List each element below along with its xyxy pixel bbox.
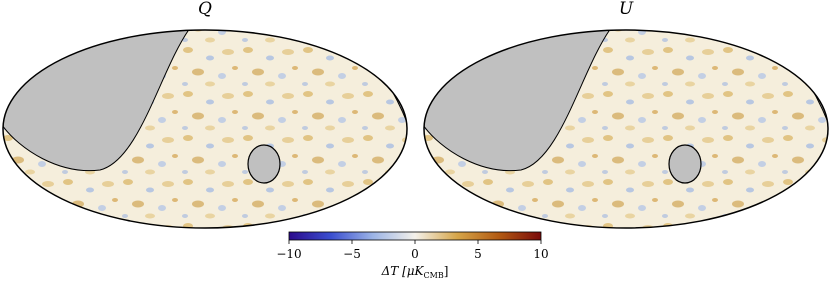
mask-hole bbox=[668, 144, 702, 184]
colorbar-tick-label: 5 bbox=[474, 247, 482, 261]
colorbar bbox=[288, 231, 542, 241]
colorbar-label: ΔT [μKCMB] bbox=[381, 264, 449, 280]
colorbar-tick-label: −10 bbox=[276, 247, 301, 261]
map-outline bbox=[2, 29, 408, 229]
colorbar-tick-label: 0 bbox=[411, 247, 419, 261]
panel-title: Q bbox=[198, 0, 212, 19]
colorbar-tick-label: 10 bbox=[533, 247, 548, 261]
map-outline bbox=[423, 29, 829, 229]
label-close: ] bbox=[444, 264, 449, 278]
mask-hole bbox=[247, 144, 281, 184]
panel-title: U bbox=[619, 0, 634, 19]
label-main: ΔT [μK bbox=[381, 264, 425, 278]
colorbar-tick-label: −5 bbox=[343, 247, 361, 261]
label-sub: CMB bbox=[424, 271, 444, 280]
